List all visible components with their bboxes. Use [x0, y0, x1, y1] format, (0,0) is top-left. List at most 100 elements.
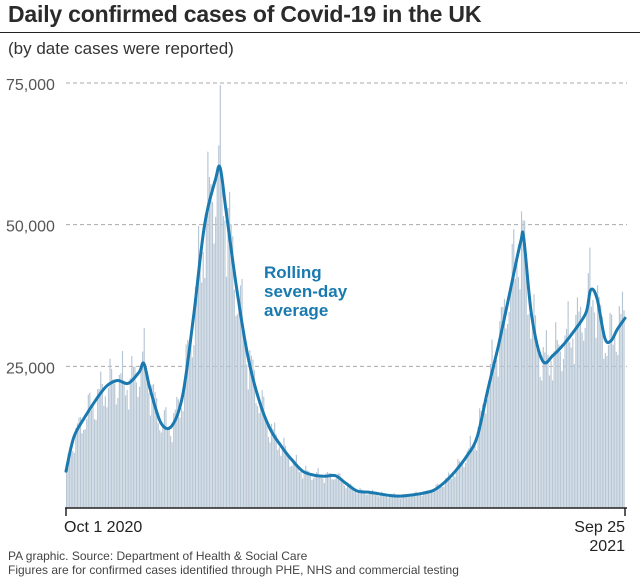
daily-bar: [415, 491, 417, 508]
labels-layer: 25,000 50,000 75,000 Oct 1 2020 Sep 25 2021 Ro…: [6, 77, 625, 555]
daily-bar: [502, 307, 504, 508]
daily-bar: [539, 377, 541, 508]
daily-bar: [353, 491, 355, 508]
daily-bar: [337, 473, 339, 508]
daily-bar: [263, 396, 265, 508]
daily-bar: [357, 491, 360, 508]
daily-bar: [606, 355, 608, 508]
daily-bar: [612, 344, 614, 508]
daily-bar: [123, 380, 125, 508]
daily-bar: [180, 408, 183, 508]
daily-bar: [452, 474, 454, 508]
daily-bar: [493, 370, 495, 508]
daily-bar: [468, 448, 470, 508]
daily-bar: [84, 429, 86, 508]
daily-bar: [382, 493, 384, 508]
daily-bar: [258, 413, 260, 508]
daily-bar: [500, 306, 502, 508]
daily-bar: [323, 482, 325, 508]
daily-bar: [348, 484, 350, 508]
daily-bar: [611, 314, 613, 508]
daily-bar: [579, 306, 582, 508]
daily-bar: [328, 473, 330, 508]
daily-bar: [589, 247, 591, 508]
daily-bar: [243, 338, 245, 508]
daily-bar: [559, 351, 561, 508]
daily-bar: [558, 344, 560, 508]
daily-bar: [106, 407, 108, 508]
daily-bar: [98, 389, 100, 508]
daily-bar: [101, 384, 103, 508]
daily-bar: [517, 276, 520, 508]
daily-bar: [407, 496, 409, 508]
daily-bar: [250, 355, 252, 508]
daily-bar: [154, 392, 156, 508]
daily-bar: [469, 435, 471, 508]
daily-bar: [474, 442, 476, 508]
daily-bar: [370, 491, 372, 508]
daily-bar: [584, 327, 586, 508]
daily-bar: [311, 480, 313, 508]
daily-bar: [266, 420, 268, 508]
daily-bar: [334, 478, 336, 508]
daily-bar: [373, 492, 375, 508]
daily-bar: [401, 495, 403, 508]
daily-bar: [359, 488, 361, 508]
daily-bar: [295, 454, 297, 508]
daily-bar: [393, 492, 395, 508]
daily-bar: [552, 380, 554, 508]
daily-bar: [70, 452, 72, 508]
daily-bar: [329, 473, 332, 508]
daily-bar: [194, 287, 197, 508]
daily-bar: [256, 406, 259, 508]
daily-bar: [117, 398, 119, 508]
daily-bar: [550, 361, 552, 508]
daily-bar: [345, 488, 347, 508]
daily-bar: [621, 291, 624, 508]
daily-bar: [177, 399, 179, 508]
daily-bar: [399, 498, 402, 508]
daily-bar: [326, 471, 329, 508]
daily-bar: [79, 416, 82, 508]
daily-bar: [461, 461, 464, 508]
daily-bar: [534, 315, 537, 508]
daily-bar: [565, 328, 568, 508]
daily-bar: [578, 311, 580, 508]
daily-bar: [385, 495, 388, 508]
daily-bar: [583, 340, 585, 508]
daily-bar: [166, 427, 169, 508]
daily-bar: [548, 375, 551, 508]
daily-bar: [553, 351, 555, 508]
daily-bar: [561, 371, 563, 508]
daily-bar: [354, 491, 356, 508]
daily-bar: [312, 478, 315, 508]
daily-bar: [590, 306, 592, 508]
daily-bar: [390, 495, 392, 508]
daily-bar: [73, 452, 75, 508]
daily-bar: [202, 252, 204, 508]
daily-bar: [592, 300, 594, 508]
daily-bar: [210, 184, 212, 509]
daily-bar: [208, 176, 211, 509]
annotation-label: seven-day: [264, 282, 348, 301]
daily-bar: [302, 478, 304, 508]
daily-bar: [367, 494, 369, 508]
daily-bar: [420, 494, 422, 508]
daily-bar: [489, 363, 492, 508]
daily-bar: [480, 410, 482, 508]
daily-bar: [244, 344, 246, 508]
daily-bar: [331, 479, 333, 508]
daily-bar: [365, 494, 367, 508]
daily-bar: [409, 496, 411, 508]
daily-bar: [437, 483, 439, 508]
daily-bar: [617, 354, 619, 508]
daily-bar: [131, 356, 133, 508]
title-rule: [0, 32, 640, 33]
daily-bar: [333, 479, 335, 508]
daily-bar: [246, 364, 248, 508]
footer-source: PA graphic. Source: Department of Health…: [8, 549, 308, 563]
daily-bar: [519, 289, 521, 508]
daily-bar: [416, 494, 419, 508]
daily-bar: [447, 472, 450, 508]
daily-bar: [494, 364, 496, 508]
